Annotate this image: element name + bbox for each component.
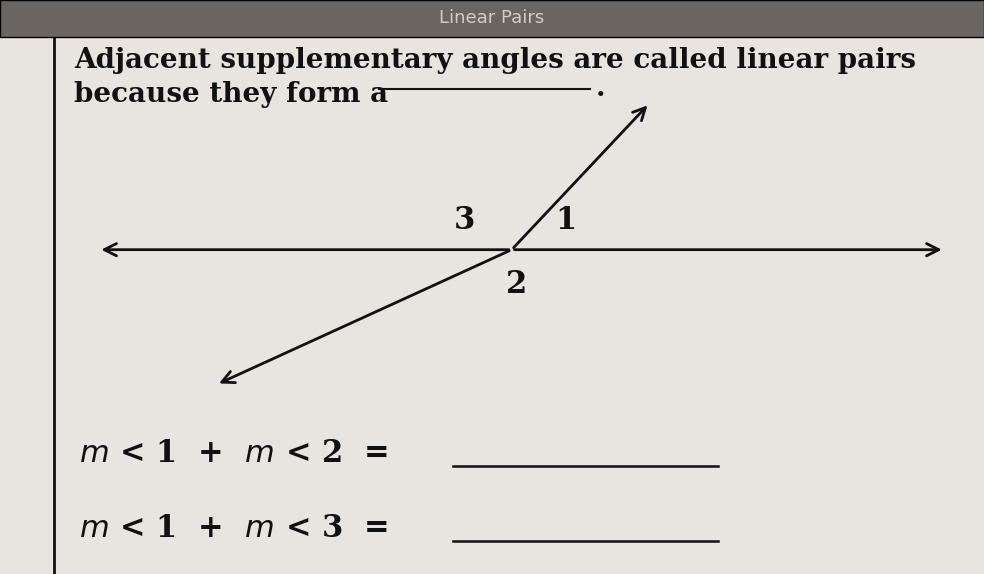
Text: 1: 1 (555, 205, 577, 236)
Text: Adjacent supplementary angles are called linear pairs: Adjacent supplementary angles are called… (74, 46, 916, 74)
Text: Linear Pairs: Linear Pairs (440, 9, 544, 28)
Text: $m$ < 1  +  $m$ < 3  =: $m$ < 1 + $m$ < 3 = (79, 513, 388, 544)
Text: 2: 2 (506, 269, 527, 300)
Text: $m$ < 1  +  $m$ < 2  =: $m$ < 1 + $m$ < 2 = (79, 438, 388, 469)
FancyBboxPatch shape (0, 0, 984, 37)
Text: because they form a: because they form a (74, 81, 388, 108)
Text: 3: 3 (454, 205, 475, 236)
Text: .: . (595, 75, 605, 103)
